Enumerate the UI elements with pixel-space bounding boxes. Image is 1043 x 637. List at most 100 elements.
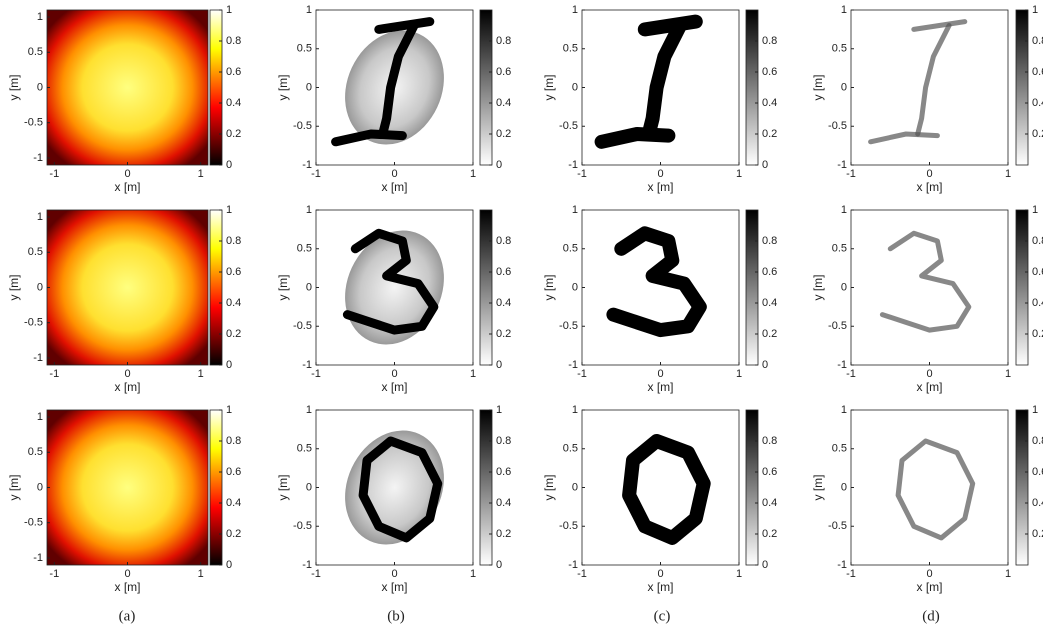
x-label: x [m] — [648, 380, 674, 394]
y-label: y [m] — [7, 475, 21, 501]
colorbar-tick-label: 0.4 — [1032, 497, 1043, 509]
bg — [851, 410, 1008, 565]
stroke-shape — [868, 131, 940, 145]
x-tick-label: 1 — [470, 568, 476, 580]
y-label: y [m] — [276, 275, 290, 301]
y-tick-label: 0.5 — [563, 43, 578, 55]
x-tick-label: -1 — [49, 568, 59, 580]
x-tick-label: 1 — [1005, 168, 1011, 180]
y-tick-label: -1 — [302, 559, 312, 571]
x-tick-label: 1 — [736, 168, 742, 180]
x-tick-label: -1 — [311, 568, 321, 580]
colorbar-tick-label: 0.6 — [762, 466, 777, 478]
colorbar — [1015, 409, 1029, 566]
heatmap-image — [316, 410, 473, 565]
stroke-shape — [637, 14, 703, 37]
bg — [582, 410, 739, 565]
stroke-shape — [331, 129, 407, 147]
colorbar-tick-label: 0 — [496, 559, 502, 571]
colorbar-tick-label: 0.8 — [1032, 35, 1043, 47]
colorbar-tick-label: 0 — [226, 159, 232, 171]
y-tick-label: 1 — [37, 411, 43, 423]
heatmap-image — [316, 210, 473, 365]
x-label: x [m] — [917, 580, 943, 594]
colorbar — [209, 9, 223, 166]
colorbar-tick-label: 0.4 — [226, 297, 241, 309]
y-tick-label: -1 — [837, 559, 847, 571]
y-tick-label: -0.5 — [24, 517, 43, 529]
colorbar-tick-label: 0.6 — [496, 266, 511, 278]
heatmap-image — [851, 410, 1008, 565]
subfigure-caption: (b) — [387, 608, 405, 624]
stroke-shape — [915, 23, 952, 137]
colorbar-tick-label: 0 — [762, 159, 768, 171]
x-tick-label: 0 — [124, 168, 130, 180]
x-tick-label: 0 — [657, 568, 663, 580]
colorbar — [745, 209, 759, 366]
y-tick-label: -0.5 — [24, 117, 43, 129]
x-label: x [m] — [115, 580, 141, 594]
y-tick-label: 0.5 — [832, 243, 847, 255]
colorbar-tick-label: 0.6 — [1032, 66, 1043, 78]
y-tick-label: 0.5 — [297, 43, 312, 55]
x-label: x [m] — [382, 580, 408, 594]
colorbar-tick-label: 0.2 — [762, 328, 777, 340]
y-tick-label: 1 — [572, 4, 578, 16]
stroke-shape — [641, 18, 688, 141]
y-tick-label: 0 — [572, 481, 578, 493]
colorbar-tick-label: 0.2 — [496, 528, 511, 540]
colorbar-tick-label: 0.8 — [496, 235, 511, 247]
y-tick-label: 0 — [572, 81, 578, 93]
x-tick-label: -1 — [846, 168, 856, 180]
y-tick-label: 1 — [306, 204, 312, 216]
colorbar-tick-label: 0.6 — [496, 466, 511, 478]
y-tick-label: -1 — [33, 352, 43, 364]
x-tick-label: 1 — [470, 168, 476, 180]
x-label: x [m] — [648, 180, 674, 194]
y-tick-label: 0.5 — [28, 246, 43, 258]
stroke-shape — [606, 226, 707, 338]
x-tick-label: 0 — [391, 568, 397, 580]
panel: -1 0 1 -1 -0.5 0 0.5 1 x [m] y [m] 0 0.2 0.4 0.6 0.8 — [276, 204, 511, 394]
y-tick-label: 0 — [306, 281, 312, 293]
panel: -1 0 1 -1 -0.5 0 0.5 1 x [m] y [m] 0 0.2 0.4 0.6 0.8 — [542, 4, 777, 194]
colorbar-tick-label: 0.8 — [226, 435, 241, 447]
colorbar-tick-label: 1 — [1032, 4, 1038, 16]
colorbar-tick-label: 0 — [762, 559, 768, 571]
y-tick-label: 1 — [306, 404, 312, 416]
heat-fill — [47, 210, 208, 365]
panel: -1 0 1 -1 -0.5 0 0.5 1 x [m] y [m] 0.2 0.4 0.6 0.8 1 — [811, 4, 1043, 194]
colorbar-tick-label: 0.8 — [1032, 235, 1043, 247]
y-tick-label: -1 — [33, 152, 43, 164]
y-label: y [m] — [542, 275, 556, 301]
y-tick-label: -1 — [33, 552, 43, 564]
stroke-shape — [374, 17, 435, 34]
x-tick-label: 0 — [391, 368, 397, 380]
colorbar-tick-label: 0.4 — [496, 297, 511, 309]
x-label: x [m] — [382, 180, 408, 194]
y-tick-label: 1 — [37, 211, 43, 223]
y-label: y [m] — [811, 275, 825, 301]
colorbar-tick-label: 0 — [762, 359, 768, 371]
x-tick-label: -1 — [577, 168, 587, 180]
y-label: y [m] — [276, 475, 290, 501]
y-tick-label: 1 — [841, 404, 847, 416]
x-tick-label: -1 — [49, 168, 59, 180]
panel: -1 0 1 -1 -0.5 0 0.5 1 x [m] y [m] 0 0.2 0.4 0.6 0.8 1 — [7, 204, 241, 394]
colorbar-tick-label: 0 — [496, 359, 502, 371]
heatmap-image — [47, 410, 208, 565]
colorbar-tick-label: 0.6 — [226, 466, 241, 478]
colorbar-tick-label: 0.4 — [496, 497, 511, 509]
x-tick-label: 0 — [657, 368, 663, 380]
x-tick-label: 0 — [926, 168, 932, 180]
colorbar-tick-label: 1 — [496, 404, 502, 416]
stroke-shape — [378, 21, 419, 139]
y-label: y [m] — [542, 475, 556, 501]
y-tick-label: 0 — [841, 81, 847, 93]
y-tick-label: -0.5 — [24, 317, 43, 329]
y-label: y [m] — [811, 75, 825, 101]
colorbar-tick-label: 1 — [226, 404, 232, 416]
x-tick-label: -1 — [846, 568, 856, 580]
y-tick-label: -1 — [568, 159, 578, 171]
colorbar — [209, 209, 223, 366]
